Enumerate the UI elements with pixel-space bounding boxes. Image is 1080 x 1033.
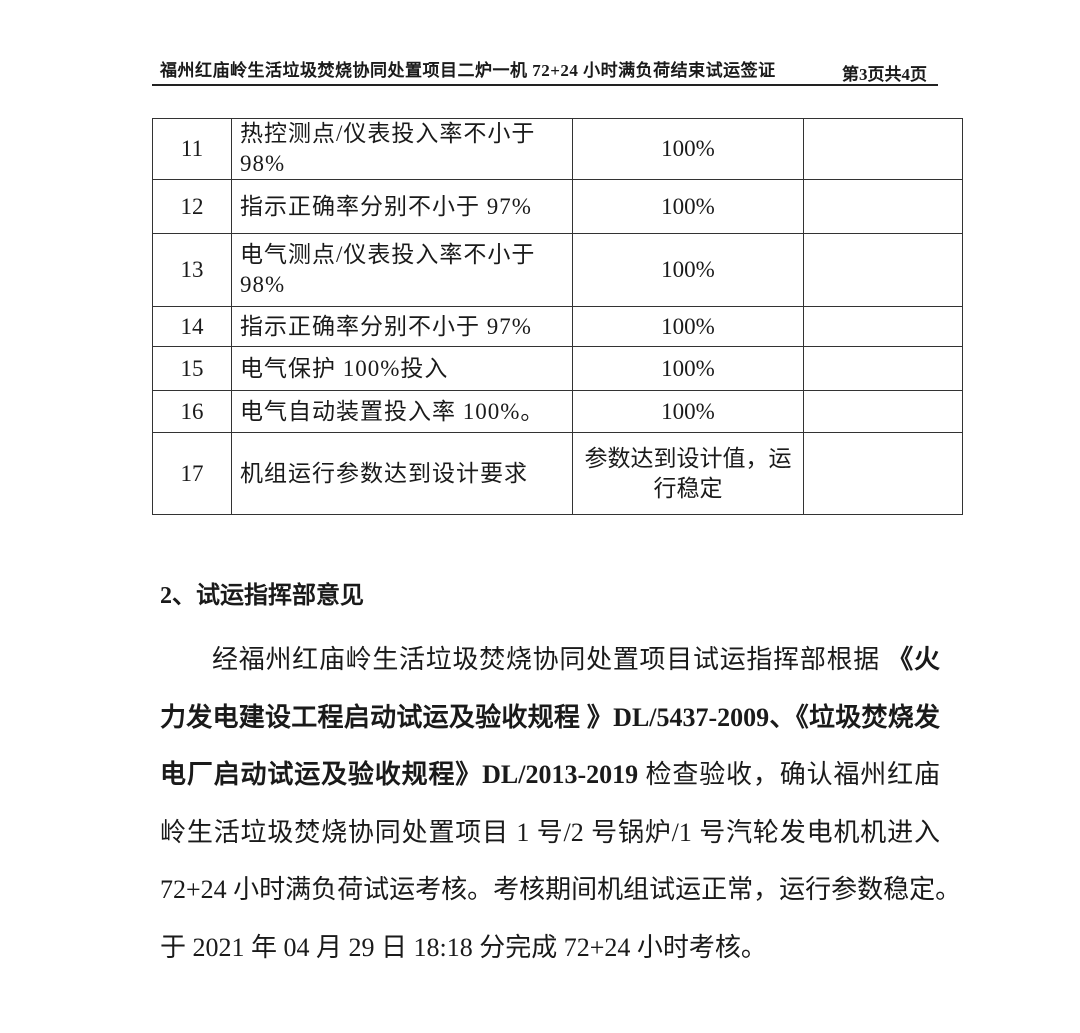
row-description: 热控测点/仪表投入率不小于 98% <box>231 118 573 180</box>
table-row: 16 电气自动装置投入率 100%。 100% <box>152 390 963 433</box>
page-header-title: 福州红庙岭生活垃圾焚烧协同处置项目二炉一机 72+24 小时满负荷结束试运签证 <box>160 61 776 80</box>
row-remark <box>803 390 963 433</box>
paragraph-line: 经福州红庙岭生活垃圾焚烧协同处置项目试运指挥部根据 《火 <box>160 640 940 698</box>
table-row: 12 指示正确率分别不小于 97% 100% <box>152 179 963 234</box>
table-row: 13 电气测点/仪表投入率不小于 98% 100% <box>152 233 963 307</box>
row-value: 100% <box>572 118 804 180</box>
table-row: 15 电气保护 100%投入 100% <box>152 346 963 391</box>
row-remark <box>803 179 963 234</box>
section-title: 2、试运指挥部意见 <box>160 583 364 609</box>
bold-text: 《火 <box>887 645 940 674</box>
row-remark <box>803 233 963 307</box>
bold-text: 电厂启动试运及验收规程》DL/2013-2019 <box>160 760 639 789</box>
row-value: 100% <box>572 306 804 347</box>
row-value: 100% <box>572 390 804 433</box>
bold-text: 力发电建设工程启动试运及验收规程 》DL/5437-2009、《垃圾焚烧发 <box>160 702 940 732</box>
acceptance-table: 11 热控测点/仪表投入率不小于 98% 100% 12 指示正确率分别不小于 97% 1… <box>152 118 963 515</box>
text-segment: 检查验收，确认福州红庙 <box>638 760 940 789</box>
row-value: 参数达到设计值，运行稳定 <box>572 432 804 515</box>
row-number: 17 <box>152 432 232 515</box>
table-row: 11 热控测点/仪表投入率不小于 98% 100% <box>152 118 963 180</box>
table-row: 17 机组运行参数达到设计要求 参数达到设计值，运行稳定 <box>152 432 963 515</box>
paragraph-line: 力发电建设工程启动试运及验收规程 》DL/5437-2009、《垃圾焚烧发 <box>160 698 940 756</box>
row-description: 电气保护 100%投入 <box>231 346 573 391</box>
text-segment: 72+24 小时满负荷试运考核。考核期间机组试运正常，运行参数稳定。 <box>160 875 962 904</box>
row-number: 14 <box>152 306 232 347</box>
row-description: 机组运行参数达到设计要求 <box>231 432 573 515</box>
row-number: 12 <box>152 179 232 234</box>
row-description: 指示正确率分别不小于 97% <box>231 179 573 234</box>
row-value: 100% <box>572 233 804 307</box>
text-segment: 岭生活垃圾焚烧协同处置项目 1 号/2 号锅炉/1 号汽轮发电机机进入 <box>160 817 940 847</box>
row-value: 100% <box>572 346 804 391</box>
row-number: 16 <box>152 390 232 433</box>
paragraph-line: 72+24 小时满负荷试运考核。考核期间机组试运正常，运行参数稳定。 <box>160 870 961 928</box>
row-description: 电气自动装置投入率 100%。 <box>231 390 573 433</box>
table-row: 14 指示正确率分别不小于 97% 100% <box>152 306 963 347</box>
row-remark <box>803 306 963 347</box>
opinion-paragraph: 经福州红庙岭生活垃圾焚烧协同处置项目试运指挥部根据 《火力发电建设工程启动试运及… <box>160 640 961 986</box>
row-number: 13 <box>152 233 232 307</box>
header-divider <box>152 84 938 86</box>
paragraph-line: 岭生活垃圾焚烧协同处置项目 1 号/2 号锅炉/1 号汽轮发电机机进入 <box>160 813 940 871</box>
row-number: 15 <box>152 346 232 391</box>
row-description: 指示正确率分别不小于 97% <box>231 306 573 347</box>
paragraph-line: 电厂启动试运及验收规程》DL/2013-2019 检查验收，确认福州红庙 <box>160 755 940 813</box>
text-segment: 于 2021 年 04 月 29 日 18:18 分完成 72+24 小时考核。 <box>160 932 767 962</box>
page-number: 第3页共4页 <box>842 65 927 84</box>
row-number: 11 <box>152 118 232 180</box>
paragraph-line: 于 2021 年 04 月 29 日 18:18 分完成 72+24 小时考核。 <box>160 928 940 986</box>
row-description: 电气测点/仪表投入率不小于 98% <box>231 233 573 307</box>
row-remark <box>803 346 963 391</box>
text-segment: 经福州红庙岭生活垃圾焚烧协同处置项目试运指挥部根据 <box>212 645 888 674</box>
row-remark <box>803 432 963 515</box>
row-value: 100% <box>572 179 804 234</box>
row-remark <box>803 118 963 180</box>
